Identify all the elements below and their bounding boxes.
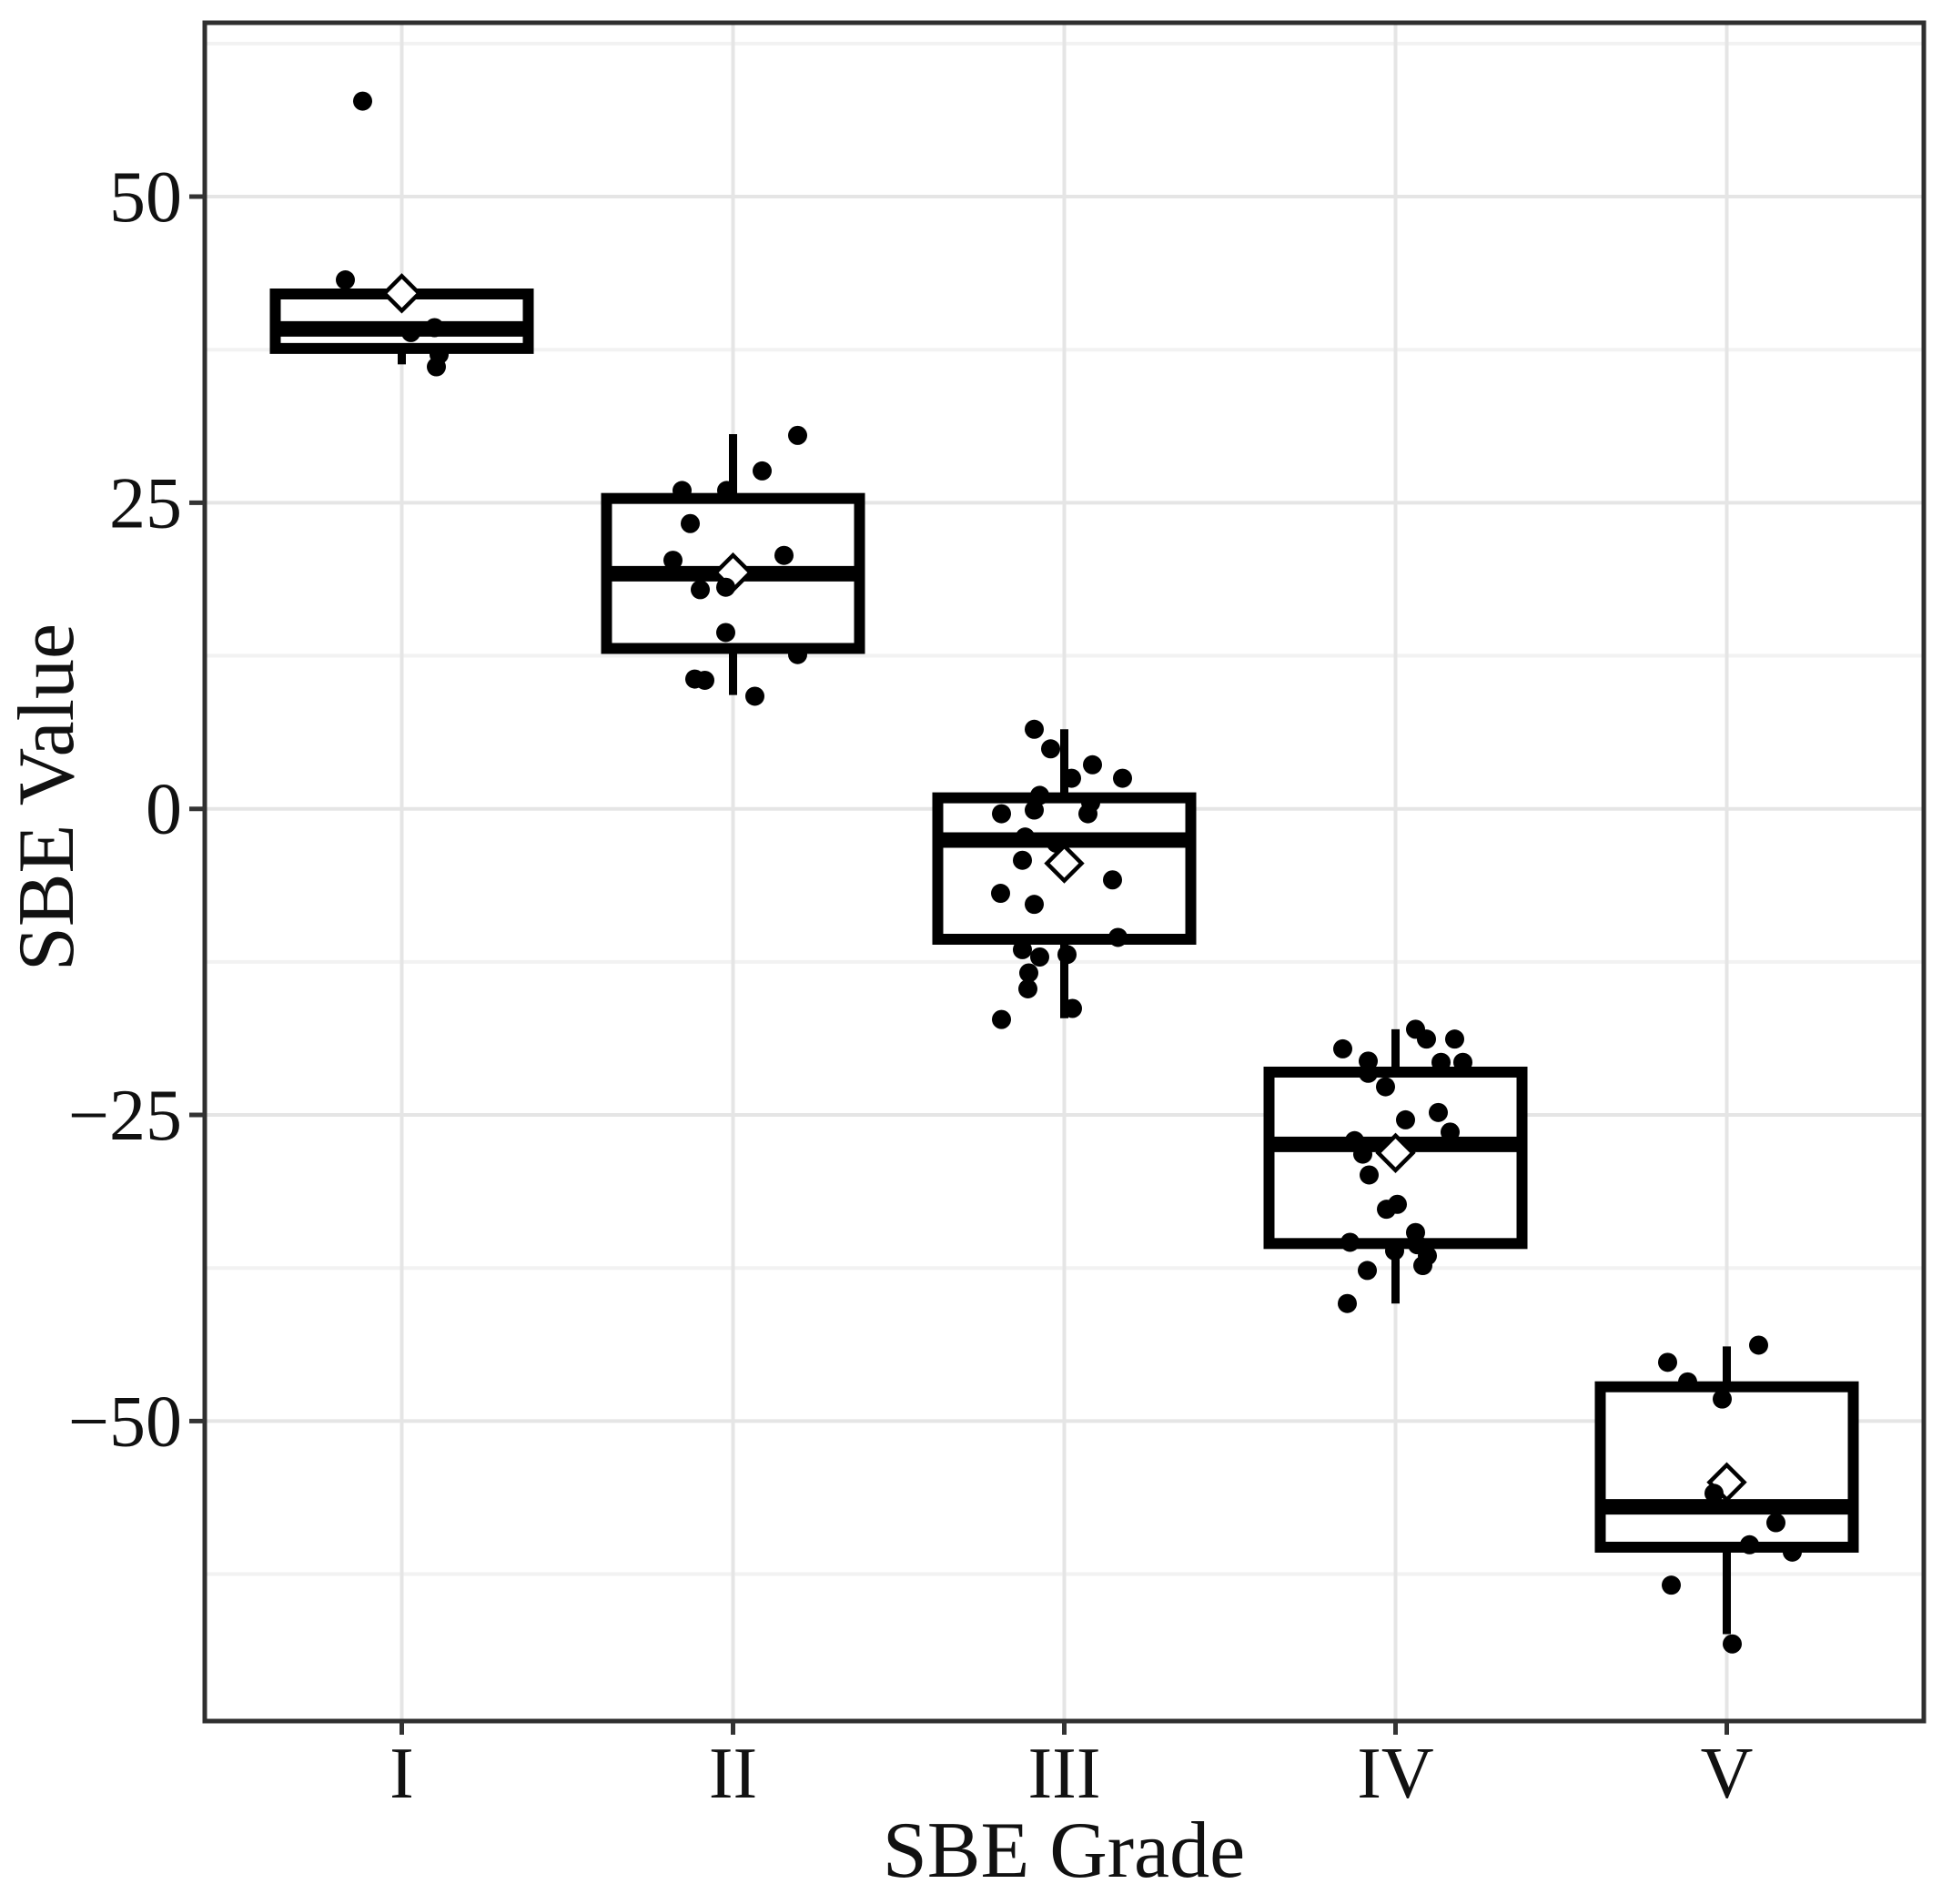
data-point	[1413, 1256, 1432, 1276]
data-point	[1041, 739, 1060, 759]
y-tick-label: 0	[146, 770, 182, 850]
box-group-grade-II	[601, 425, 865, 706]
data-point	[991, 884, 1010, 904]
data-point	[673, 481, 692, 501]
data-point	[788, 425, 807, 445]
data-point	[1740, 1534, 1759, 1555]
data-point	[1662, 1575, 1681, 1595]
data-point	[1441, 1122, 1460, 1142]
y-tick-label: 50	[109, 157, 182, 238]
x-tick-label: V	[1701, 1734, 1754, 1814]
data-point	[1658, 1352, 1677, 1372]
data-point	[425, 318, 444, 338]
x-tick-label: II	[709, 1734, 757, 1814]
mean-diamond	[1375, 1132, 1416, 1173]
data-point	[992, 1009, 1011, 1029]
data-point	[1113, 768, 1132, 788]
x-tick-label: IV	[1357, 1734, 1433, 1814]
data-point	[774, 545, 794, 565]
data-point	[1358, 1261, 1377, 1281]
data-point	[1062, 768, 1081, 788]
data-point	[1385, 1241, 1404, 1261]
x-axis-title: SBE Grade	[883, 1807, 1245, 1895]
data-point	[1108, 927, 1128, 947]
data-point	[745, 686, 764, 706]
data-point	[1338, 1293, 1357, 1313]
data-point	[1025, 800, 1044, 820]
data-point	[1360, 1165, 1379, 1185]
data-point	[1431, 1052, 1451, 1072]
data-point	[1396, 1109, 1415, 1129]
data-point	[1749, 1335, 1768, 1355]
iqr-box	[932, 792, 1197, 945]
y-tick-label: −50	[68, 1382, 182, 1462]
data-point	[1016, 827, 1035, 847]
data-point	[717, 481, 736, 501]
data-point	[1013, 939, 1032, 959]
data-point	[1063, 998, 1082, 1018]
data-point	[1340, 1232, 1360, 1252]
data-point	[1376, 1077, 1395, 1097]
data-point	[1025, 895, 1044, 915]
data-point	[1013, 850, 1032, 870]
data-point	[1025, 719, 1044, 739]
data-point	[716, 623, 735, 643]
data-point	[1047, 833, 1066, 853]
data-point	[753, 461, 772, 481]
data-point	[336, 270, 355, 290]
data-point	[663, 551, 683, 571]
data-point	[427, 357, 446, 377]
data-point	[1783, 1542, 1802, 1562]
data-point	[695, 670, 714, 690]
data-point	[788, 644, 807, 664]
data-point	[691, 580, 710, 600]
data-point	[1377, 1200, 1396, 1220]
data-point	[353, 91, 372, 111]
data-point	[1445, 1029, 1464, 1049]
data-point	[992, 804, 1011, 824]
box-group-grade-V	[1594, 1335, 1859, 1654]
data-point	[1019, 963, 1038, 983]
data-point	[1103, 870, 1122, 890]
x-tick-label: I	[389, 1734, 414, 1814]
x-tick-label: III	[1028, 1734, 1101, 1814]
y-tick-label: 25	[109, 463, 182, 543]
data-point	[1453, 1052, 1472, 1072]
data-point	[1713, 1389, 1732, 1409]
data-point	[1359, 1063, 1378, 1083]
data-point	[1723, 1634, 1742, 1654]
data-point	[1429, 1102, 1448, 1122]
data-point	[716, 577, 735, 597]
data-point	[1030, 947, 1049, 967]
y-tick-label: −25	[68, 1076, 182, 1156]
data-point	[1078, 804, 1097, 824]
data-point	[1678, 1372, 1697, 1392]
data-point	[1333, 1038, 1352, 1058]
data-point	[1353, 1144, 1372, 1164]
data-point	[1018, 978, 1037, 998]
data-point	[401, 322, 420, 342]
data-point	[1057, 945, 1077, 965]
box-group-grade-I	[269, 91, 534, 377]
data-point	[1083, 755, 1102, 775]
mean-diamond	[1044, 843, 1085, 884]
data-point	[681, 513, 700, 533]
data-point	[1766, 1513, 1785, 1533]
data-point	[1030, 785, 1049, 805]
mean-diamond	[1706, 1462, 1747, 1503]
mean-diamond	[381, 273, 422, 314]
y-axis-title: SBE Value	[3, 623, 91, 971]
data-point	[1704, 1484, 1724, 1504]
box-group-grade-IV	[1263, 1019, 1528, 1313]
box-group-grade-III	[932, 719, 1197, 1029]
data-point	[1417, 1029, 1436, 1049]
